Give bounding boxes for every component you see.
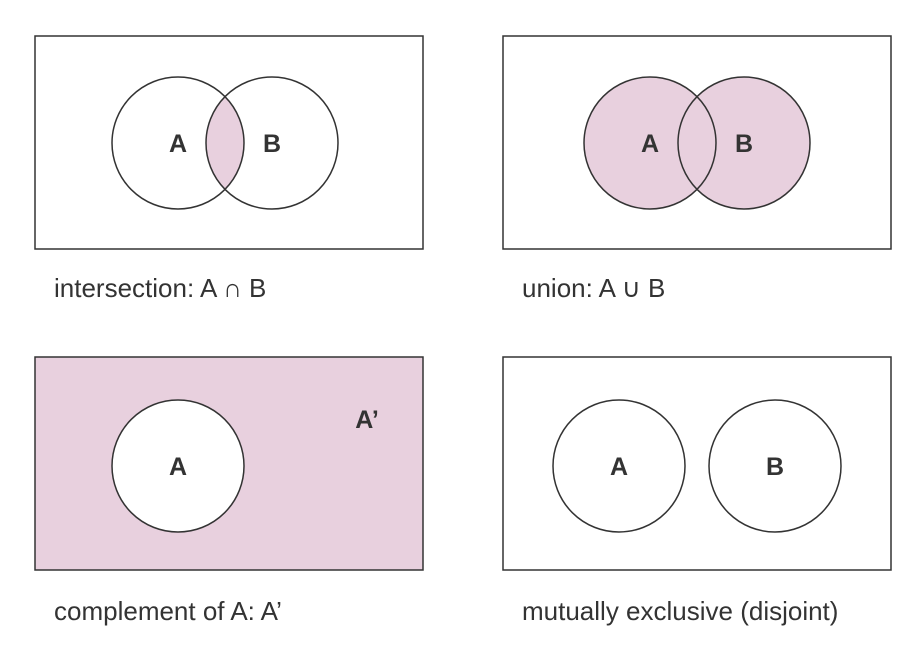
union-caption: union: A ∪ B	[522, 273, 666, 303]
set-a-label: A	[610, 453, 628, 481]
venn-union-diagram: A B	[502, 35, 892, 250]
disjoint-caption: mutually exclusive (disjoint)	[522, 596, 839, 626]
set-b-label: B	[766, 453, 784, 481]
set-b-circle	[205, 76, 339, 210]
set-a-label: A	[169, 453, 187, 481]
set-a-fill	[584, 77, 716, 209]
venn-union-svg: A B	[502, 35, 892, 250]
complement-label: A’	[355, 406, 379, 434]
venn-disjoint-diagram: A B	[502, 356, 892, 571]
set-a-label: A	[169, 130, 187, 158]
venn-complement-svg: A A’	[34, 356, 424, 571]
set-a-circle	[552, 399, 686, 533]
venn-disjoint-svg: A B	[502, 356, 892, 571]
set-b-label: B	[735, 130, 753, 158]
set-b-circle	[708, 399, 842, 533]
venn-complement-diagram: A A’	[34, 356, 424, 571]
universe-rect	[502, 356, 892, 571]
venn-intersection-svg: A B	[34, 35, 424, 250]
intersection-caption: intersection: A ∩ B	[54, 273, 267, 303]
venn-intersection-diagram: A B	[34, 35, 424, 250]
set-a-circle	[111, 399, 245, 533]
set-b-fill	[678, 77, 810, 209]
set-a-circle	[583, 76, 717, 210]
set-b-circle	[677, 76, 811, 210]
complement-caption: complement of A: A’	[54, 596, 282, 626]
set-a-circle	[111, 76, 245, 210]
set-b-label: B	[263, 130, 281, 158]
set-a-label: A	[641, 130, 659, 158]
